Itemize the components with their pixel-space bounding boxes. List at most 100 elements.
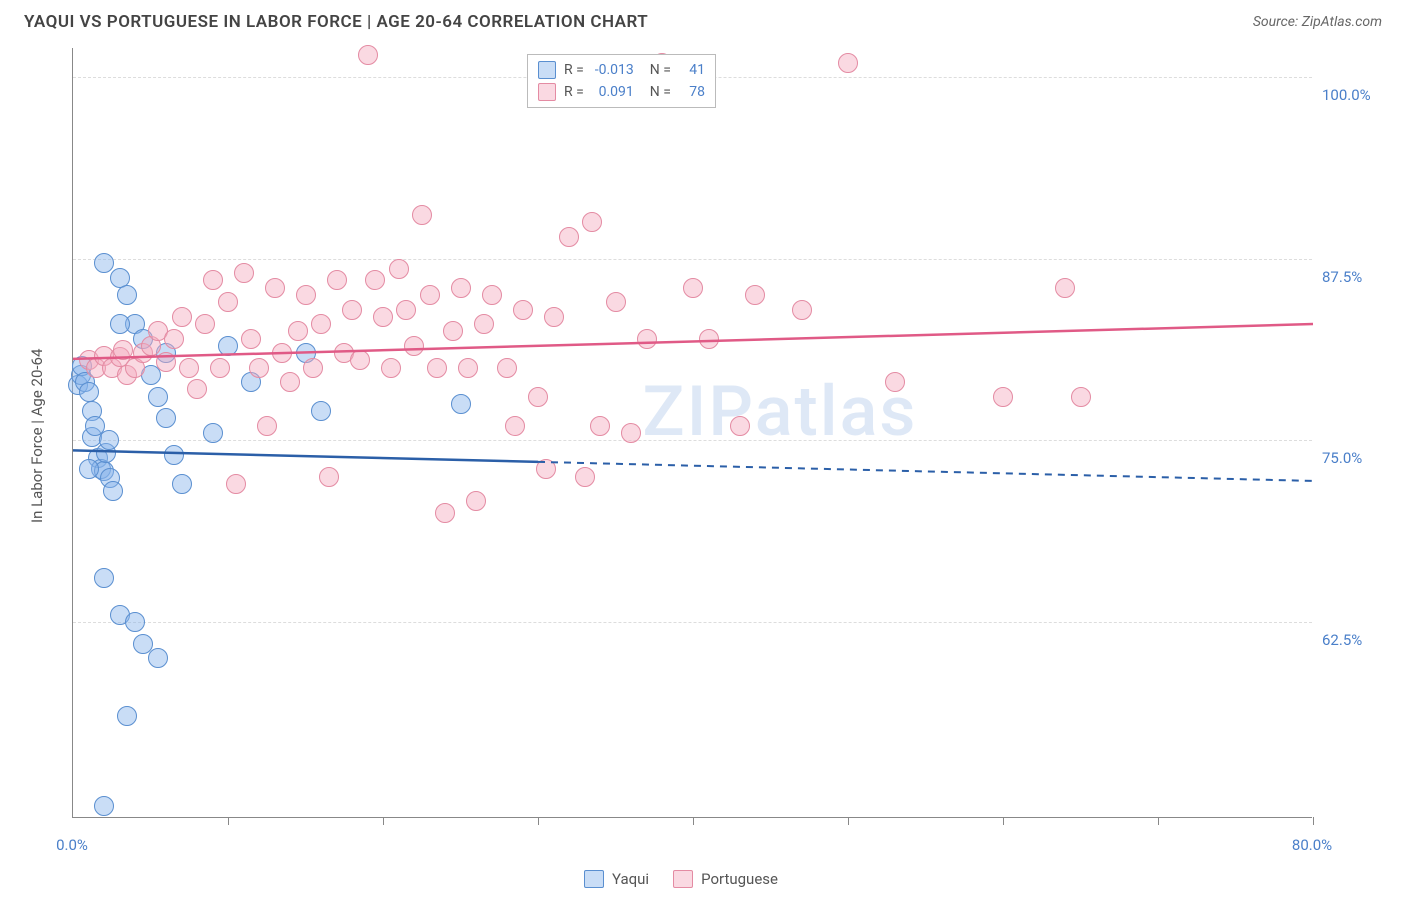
scatter-marker [621,423,641,443]
scatter-marker [350,350,370,370]
trendline-dashed [538,462,1313,481]
scatter-marker [79,382,99,402]
scatter-marker [838,53,858,73]
scatter-marker [458,358,478,378]
scatter-marker [365,270,385,290]
scatter-marker [536,459,556,479]
x-axis-min-label: 0.0% [56,836,88,854]
scatter-marker [234,263,254,283]
scatter-marker [396,300,416,320]
scatter-marker [1055,278,1075,298]
legend-item: Portuguese [673,870,778,888]
legend-swatch [673,870,693,888]
x-tick [848,817,849,825]
scatter-marker [218,336,238,356]
chart-title: YAQUI VS PORTUGUESE IN LABOR FORCE | AGE… [24,12,648,32]
scatter-marker [327,270,347,290]
scatter-marker [103,481,123,501]
legend-swatch [584,870,604,888]
y-tick-label: 62.5% [1322,631,1382,649]
scatter-marker [311,401,331,421]
gridline-h [73,622,1312,623]
stat-n-label: N = [650,84,671,100]
scatter-marker [699,329,719,349]
x-tick [538,817,539,825]
scatter-marker [745,285,765,305]
gridline-h [73,259,1312,260]
scatter-marker [381,358,401,378]
scatter-marker [482,285,502,305]
scatter-marker [164,329,184,349]
stat-n-value: 41 [679,62,705,78]
x-tick [383,817,384,825]
scatter-marker [79,459,99,479]
scatter-marker [404,336,424,356]
scatter-marker [99,430,119,450]
scatter-marker [342,300,362,320]
x-axis-max-label: 80.0% [1292,836,1332,854]
bottom-legend: Yaqui Portuguese [584,870,778,888]
scatter-marker [125,612,145,632]
scatter-marker [117,706,137,726]
scatter-marker [637,329,657,349]
trendline-solid [73,450,538,461]
scatter-marker [148,648,168,668]
scatter-marker [311,314,331,334]
scatter-marker [195,314,215,334]
scatter-marker [203,423,223,443]
stat-r-label: R = [564,62,584,78]
x-tick [1313,817,1314,825]
scatter-marker [451,278,471,298]
scatter-marker [427,358,447,378]
scatter-marker [451,394,471,414]
scatter-marker [94,796,114,816]
stat-r-label: R = [564,84,584,100]
legend-label: Yaqui [612,870,649,888]
x-tick [228,817,229,825]
scatter-marker [288,321,308,341]
legend-item: Yaqui [584,870,649,888]
scatter-marker [187,379,207,399]
scatter-marker [792,300,812,320]
chart-source: Source: ZipAtlas.com [1253,14,1382,30]
scatter-marker [885,372,905,392]
scatter-marker [203,270,223,290]
scatter-marker [179,358,199,378]
scatter-marker [528,387,548,407]
y-axis-label: In Labor Force | Age 20-64 [28,349,46,523]
y-tick-label: 87.5% [1322,268,1382,286]
stat-n-value: 78 [679,84,705,100]
scatter-marker [466,491,486,511]
scatter-marker [1071,387,1091,407]
scatter-marker [218,292,238,312]
x-tick [1003,817,1004,825]
stats-row: R =-0.013N =41 [538,59,705,81]
scatter-marker [582,212,602,232]
plot-area: 62.5%75.0%87.5%100.0% [72,48,1312,818]
scatter-marker [575,467,595,487]
x-tick [1158,817,1159,825]
scatter-marker [156,352,176,372]
scatter-marker [474,314,494,334]
scatter-marker [113,340,133,360]
scatter-marker [156,408,176,428]
legend-label: Portuguese [701,870,778,888]
scatter-marker [172,474,192,494]
scatter-marker [435,503,455,523]
scatter-marker [358,45,378,65]
scatter-marker [420,285,440,305]
scatter-marker [730,416,750,436]
scatter-marker [272,343,292,363]
scatter-marker [513,300,533,320]
gridline-h [73,440,1312,441]
legend-swatch [538,61,556,79]
scatter-marker [590,416,610,436]
scatter-marker [117,285,137,305]
scatter-marker [265,278,285,298]
scatter-marker [210,358,230,378]
stat-r-value: 0.091 [592,84,634,100]
scatter-marker [226,474,246,494]
scatter-marker [606,292,626,312]
stats-row: R = 0.091 N = 78 [538,81,705,103]
scatter-marker [249,358,269,378]
